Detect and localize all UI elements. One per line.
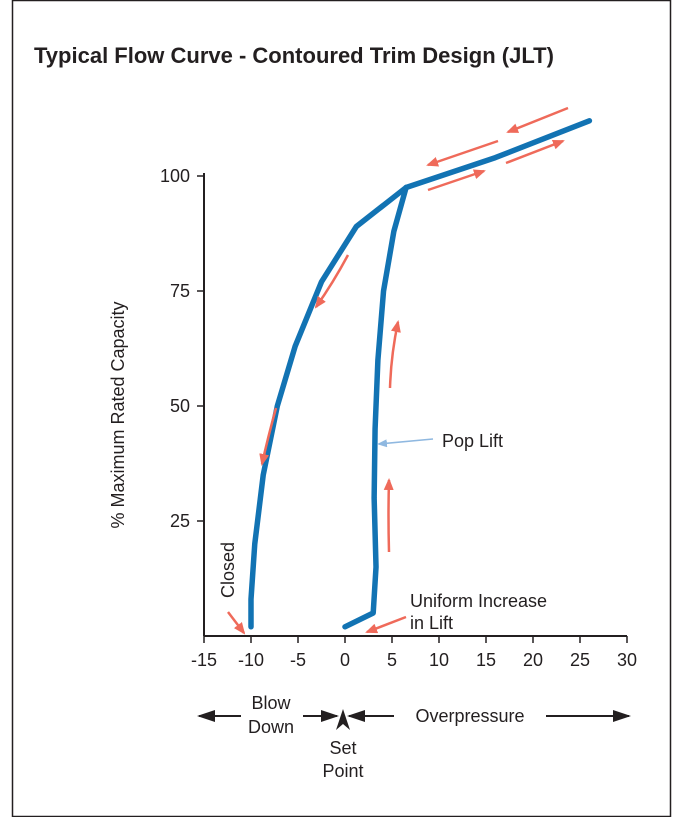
y-tick-label: 25	[170, 511, 190, 531]
flow-arrow-right-2	[383, 478, 394, 553]
flow-arrow-top-4	[505, 139, 565, 165]
flow-arrow-left-1	[314, 254, 350, 309]
annotation-pop-lift: Pop Lift	[442, 431, 503, 451]
y-tick-label: 75	[170, 281, 190, 301]
pop-lift-pointer	[377, 438, 434, 448]
set-point-line1: Set	[329, 738, 356, 758]
overpressure-curve	[403, 118, 593, 191]
flow-arrow-top-1	[506, 106, 569, 134]
y-axis-label: % Maximum Rated Capacity	[108, 301, 128, 528]
closing-curve	[248, 184, 409, 630]
annotation-uniform-line1: Uniform Increase	[410, 591, 547, 611]
flow-arrow-right-1	[388, 320, 401, 389]
flow-arrow-uniform	[365, 615, 407, 634]
x-tick-label: 5	[387, 650, 397, 670]
annotation-uniform-line2: in Lift	[410, 613, 453, 633]
blow-down-line2: Down	[248, 717, 294, 737]
chart-title: Typical Flow Curve - Contoured Trim Desi…	[34, 43, 554, 68]
flow-arrow-top-2	[426, 139, 499, 167]
flow-arrows	[227, 106, 569, 635]
overpressure-label: Overpressure	[415, 706, 524, 726]
curves	[248, 118, 593, 630]
x-tick-label: -15	[191, 650, 217, 670]
y-tick-label: 50	[170, 396, 190, 416]
set-point-marker-icon	[336, 709, 350, 730]
x-tick-label: 10	[429, 650, 449, 670]
x-tick-label: 25	[570, 650, 590, 670]
ticks: -15 -10 -5 0 5 10 15 20 25 30 25 50 75 100	[160, 166, 637, 670]
y-tick-label: 100	[160, 166, 190, 186]
x-tick-label: 20	[523, 650, 543, 670]
x-tick-label: 30	[617, 650, 637, 670]
annotation-closed: Closed	[218, 542, 238, 598]
flow-arrow-top-3	[427, 169, 486, 192]
x-tick-label: -10	[238, 650, 264, 670]
x-tick-label: 15	[476, 650, 496, 670]
opening-curve	[342, 184, 409, 630]
x-tick-label: 0	[340, 650, 350, 670]
set-point-line2: Point	[322, 761, 363, 781]
blow-down-line1: Blow	[251, 693, 291, 713]
flow-arrow-left-2	[259, 407, 278, 466]
bottom-legend: Blow Down Set Point Overpressure	[197, 693, 631, 781]
axes	[203, 173, 627, 637]
x-tick-label: -5	[290, 650, 306, 670]
flow-arrow-closed	[227, 611, 246, 635]
